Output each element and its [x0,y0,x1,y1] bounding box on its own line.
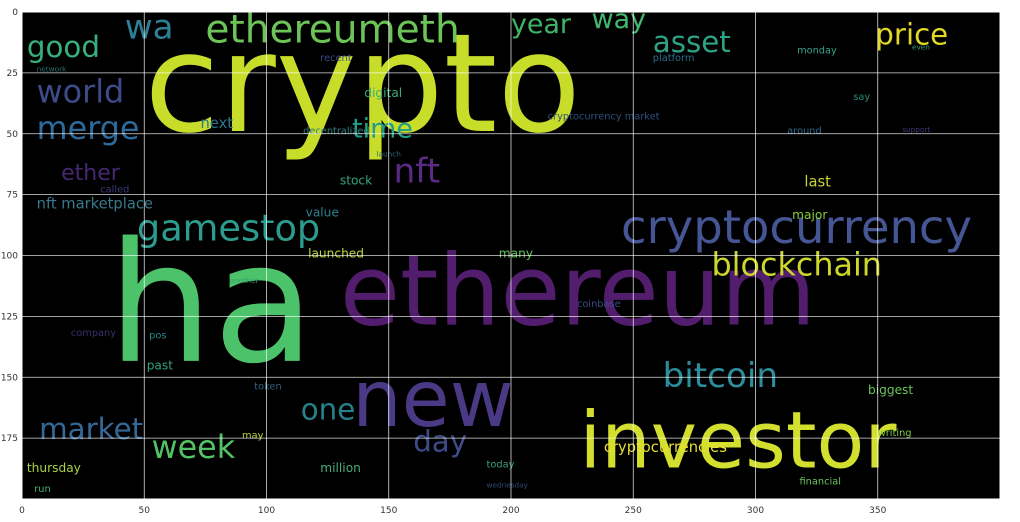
word-crypto: crypto [144,5,581,164]
word-writing: writing [878,428,912,439]
x-tick-label: 200 [502,506,519,516]
word-next: next [200,115,233,132]
word-new: new [352,354,514,445]
word-stock: stock [340,174,373,188]
y-tick-label: 0 [12,8,18,18]
word-bitcoin: bitcoin [663,356,778,396]
x-tick-label: 100 [258,506,275,516]
word-network: network [37,64,67,73]
x-tick-label: 150 [380,506,397,516]
word-one: one [301,393,356,427]
word-may: may [242,430,264,441]
x-tick-label: 250 [625,506,642,516]
y-tick-label: 150 [1,373,18,383]
word-ethereum: ethereum [340,234,816,348]
word-time: time [352,114,413,145]
word-past: past [147,359,174,373]
word-market: market [39,412,143,446]
word-support: support [902,125,930,134]
word-monday: monday [797,46,837,57]
y-tick-label: 100 [1,252,18,262]
word-million: million [320,461,361,475]
word-investor: investor [579,395,897,486]
word-around: around [787,126,821,137]
y-tick-label: 175 [1,434,18,444]
word-week: week [152,429,236,466]
word-wa: wa [125,8,174,48]
word-day: day [413,424,467,458]
x-axis: 0 50 100 150 200 250 300 350 [19,506,886,516]
word-wednesday: wednesday [487,481,529,490]
word-digital: digital [364,86,402,100]
word-many: many [499,247,533,261]
word-say: say [853,92,870,103]
word-merge: merge [37,110,140,147]
word-ether: ether [61,161,121,186]
word-way: way [592,4,646,35]
word-even: even [912,42,930,51]
word-coinbase: coinbase [577,299,621,310]
word-last: last [804,174,831,191]
word-biggest: biggest [868,383,913,397]
word-launched: launched [308,247,364,261]
word-called: called [100,185,129,196]
word-price: price [875,18,948,52]
word-decentralized: decentralized [303,126,370,137]
plot-frame [21,11,1001,500]
word-world: world [37,74,125,111]
y-tick-label: 125 [1,312,18,322]
word-nft-marketplace: nft marketplace [37,196,153,213]
word-run: run [34,484,50,495]
word-platform: platform [653,53,695,64]
x-tick-label: 350 [869,506,886,516]
word-token: token [254,382,281,393]
word-ethereumeth: ethereumeth [205,8,459,53]
word-asset: asset [653,25,731,59]
y-axis: 0 25 50 75 100 125 150 175 [1,8,18,444]
x-tick-label: 50 [139,506,151,516]
word-recent: recent [320,53,351,64]
y-tick-label: 75 [7,191,18,201]
word-ha: ha [108,208,315,401]
word-good: good [27,30,100,64]
word-cryptocurrency: cryptocurrency [621,200,972,254]
word-company: company [71,328,116,339]
word-pos: pos [149,331,166,342]
word-nft: nft [394,151,441,191]
word-major: major [792,208,828,222]
word-year: year [511,9,572,40]
word-value: value [306,205,339,219]
word-financial: financial [800,477,841,488]
x-tick-label: 300 [747,506,764,516]
y-tick-label: 50 [7,130,19,140]
word-gamestop: gamestop [137,206,320,249]
word-another: another [230,276,259,285]
word-blockchain: blockchain [711,246,881,283]
word-cryptocurrency-market: cryptocurrency market [548,111,660,122]
x-tick-label: 0 [19,506,25,516]
word-cryptocurrencies: cryptocurrencies [604,439,727,456]
word-today: today [487,460,515,471]
y-tick-label: 25 [7,69,18,79]
word-thursday: thursday [27,461,81,475]
